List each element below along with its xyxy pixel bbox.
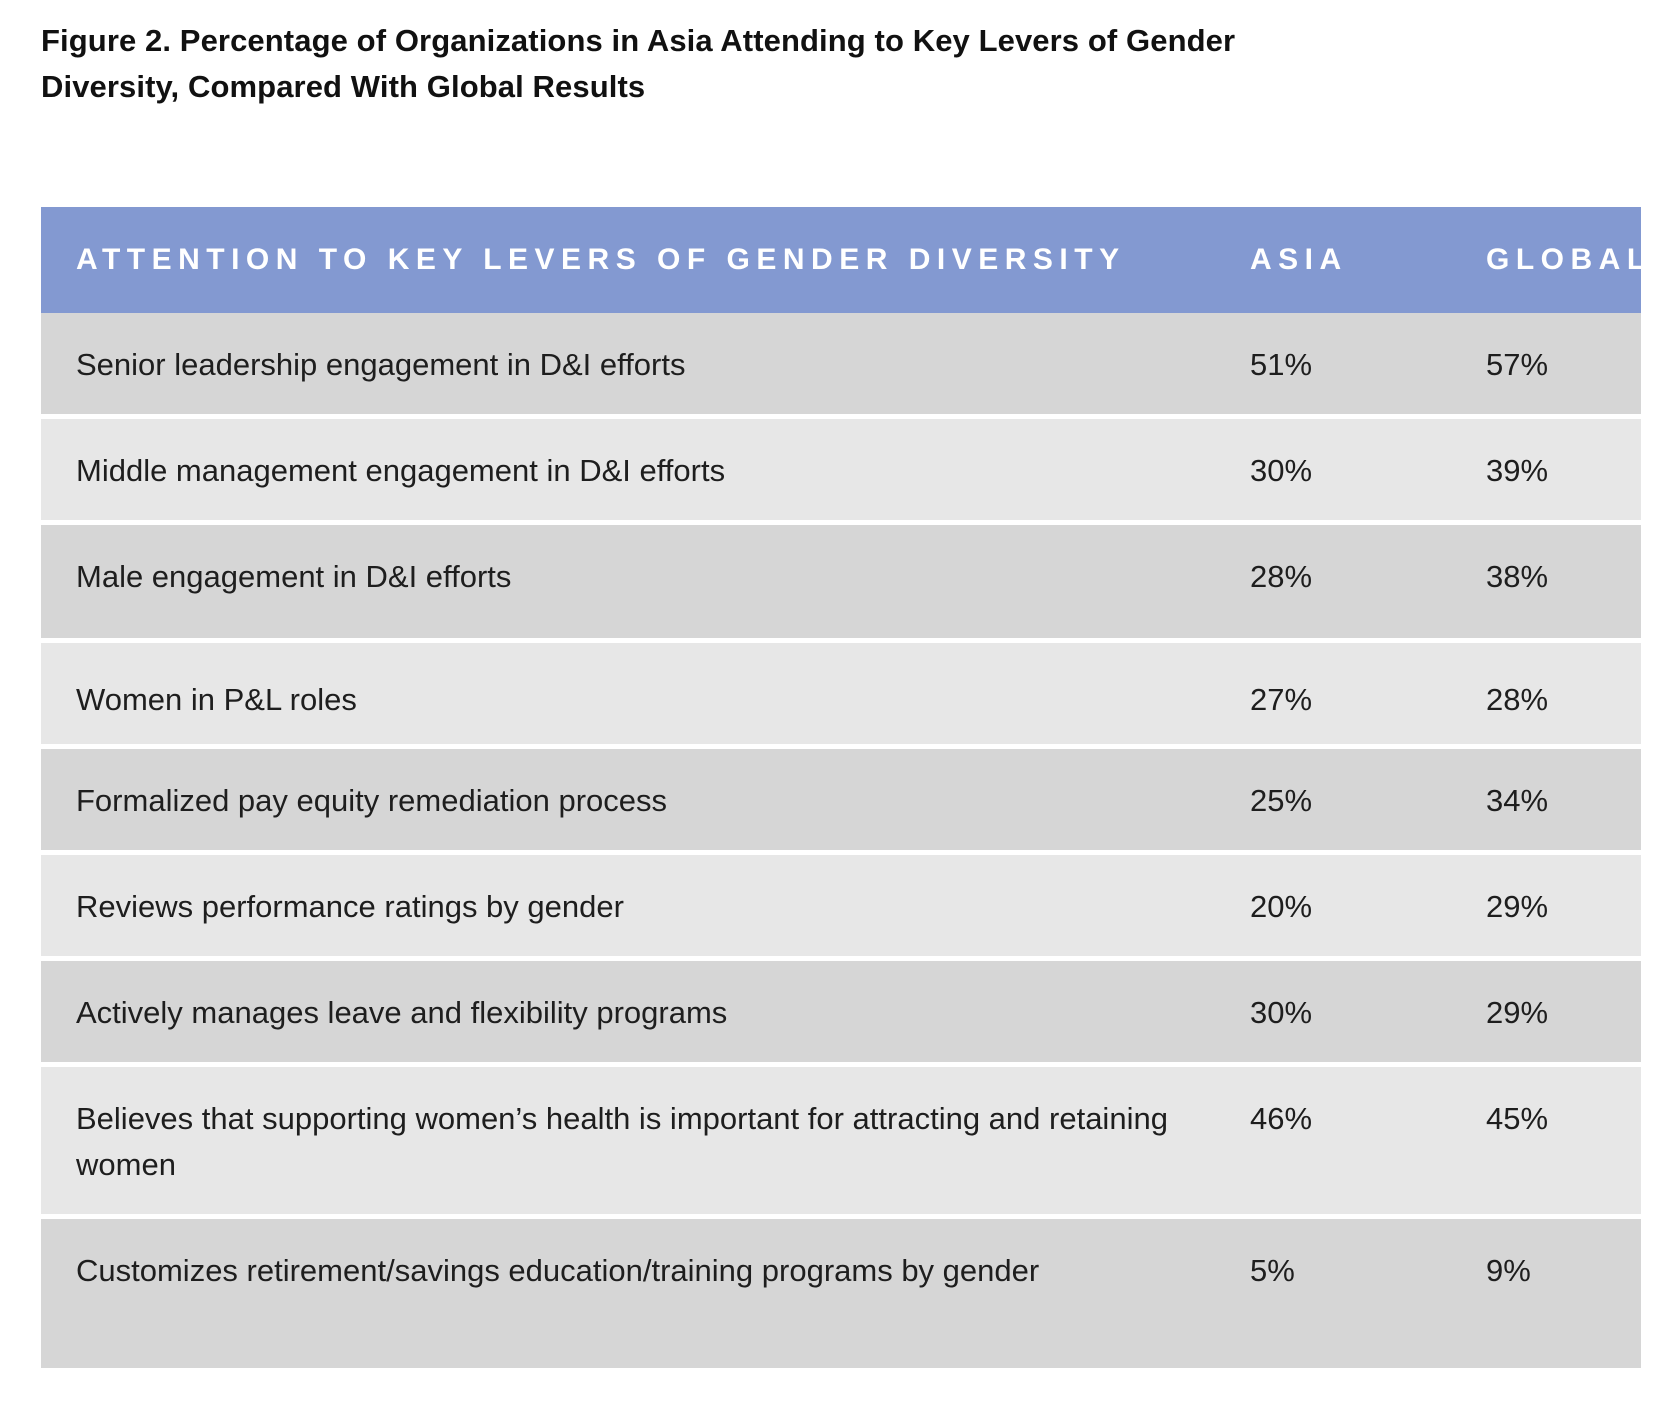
lever-cell: Believes that supporting women’s health … [41,1061,1215,1216]
global-value-cell: 57% [1451,313,1641,416]
levers-table: ATTENTION TO KEY LEVERS OF GENDER DIVERS… [41,207,1645,1368]
column-header-global: GLOBAL [1451,207,1645,313]
table-row: Women in P&L roles 27% 28% [41,637,1641,746]
global-value-cell: 38% [1451,519,1641,640]
global-value-cell: 34% [1451,743,1641,852]
lever-cell: Reviews performance ratings by gender [41,849,1215,958]
column-header-lever: ATTENTION TO KEY LEVERS OF GENDER DIVERS… [41,207,1215,313]
table-row: Male engagement in D&I efforts 28% 38% [41,519,1641,640]
global-value-cell: 29% [1451,955,1641,1064]
asia-value-cell: 25% [1215,743,1451,852]
table-row: Formalized pay equity remediation proces… [41,743,1641,852]
table-row: Customizes retirement/savings education/… [41,1213,1641,1368]
asia-value-cell: 27% [1215,637,1451,746]
global-value-cell: 39% [1451,413,1641,522]
global-value-cell: 28% [1451,637,1641,746]
column-header-asia: ASIA [1215,207,1451,313]
lever-cell: Actively manages leave and flexibility p… [41,955,1215,1064]
global-value-cell: 9% [1451,1213,1641,1368]
asia-value-cell: 28% [1215,519,1451,640]
figure-title: Figure 2. Percentage of Organizations in… [41,23,1236,104]
lever-cell: Formalized pay equity remediation proces… [41,743,1215,852]
global-value-cell: 29% [1451,849,1641,958]
table-row: Believes that supporting women’s health … [41,1061,1641,1216]
table-header-row: ATTENTION TO KEY LEVERS OF GENDER DIVERS… [41,207,1645,313]
asia-value-cell: 30% [1215,413,1451,522]
lever-cell: Senior leadership engagement in D&I effo… [41,313,1215,416]
table-row: Middle management engagement in D&I effo… [41,413,1641,522]
lever-cell: Middle management engagement in D&I effo… [41,413,1215,522]
lever-cell: Customizes retirement/savings education/… [41,1213,1215,1368]
asia-value-cell: 5% [1215,1213,1451,1368]
lever-cell: Women in P&L roles [41,637,1215,746]
table-row: Actively manages leave and flexibility p… [41,955,1641,1064]
asia-value-cell: 30% [1215,955,1451,1064]
table-row: Reviews performance ratings by gender 20… [41,849,1641,958]
global-value-cell: 45% [1451,1061,1641,1216]
asia-value-cell: 20% [1215,849,1451,958]
levers-table-container: ATTENTION TO KEY LEVERS OF GENDER DIVERS… [41,207,1645,1368]
asia-value-cell: 46% [1215,1061,1451,1216]
lever-cell: Male engagement in D&I efforts [41,519,1215,640]
table-row: Senior leadership engagement in D&I effo… [41,313,1641,416]
asia-value-cell: 51% [1215,313,1451,416]
